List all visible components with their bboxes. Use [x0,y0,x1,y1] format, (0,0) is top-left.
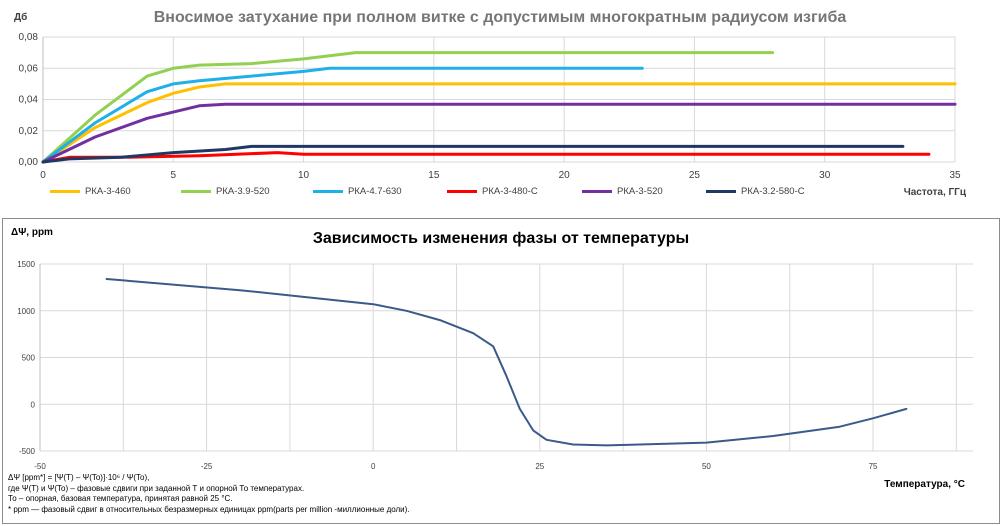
legend-swatch [181,190,211,193]
legend-item: РКА-3-460 [50,186,131,197]
chart-attenuation-ylabel: Дб [14,12,28,23]
y-tick-label: 1500 [17,260,35,269]
x-tick-label: -25 [201,462,213,471]
y-tick-label: 0,04 [19,95,39,106]
x-tick-label: 0 [371,462,376,471]
formula-notes: ΔΨ [ppm*] = [Ψ(T) – Ψ(To)]·10⁶ / Ψ(To), … [8,473,410,515]
y-tick-label: 0,00 [19,157,39,168]
y-tick-label: -500 [19,447,36,456]
note-line: * ppm — фазовый сдвиг в относительных бе… [8,504,410,514]
series-line [41,151,931,164]
legend-item: РКА-3-480-С [447,186,538,197]
legend-label: РКА-4.7-630 [348,186,402,197]
legend-item: РКА-3.2-580-С [706,186,805,197]
x-tick-label: 10 [298,170,310,181]
x-tick-label: 35 [949,170,961,181]
x-tick-label: 75 [869,462,878,471]
x-tick-label: 20 [559,170,571,181]
legend-item: РКА-3-520 [582,186,663,197]
legend-label: РКА-3.2-580-С [741,186,805,197]
x-tick-label: 0 [40,170,46,181]
x-tick-label: 50 [702,462,711,471]
series-line [41,66,644,164]
legend-label: РКА-3-480-С [482,186,538,197]
chart-phase-title: Зависимость изменения фазы от температур… [312,230,690,247]
y-tick-label: 1000 [17,307,35,316]
legend-label: РКА-3.9-520 [216,186,270,197]
chart-attenuation-xlabel: Частота, ГГц [903,187,966,198]
x-tick-label: 25 [689,170,701,181]
series-line [41,82,957,164]
chart-attenuation-title: Вносимое затухание при полном витке с до… [153,9,847,26]
legend-item: РКА-3.9-520 [181,186,270,197]
chart-phase-panel: Зависимость изменения фазы от температур… [2,218,1000,524]
y-tick-label: 0 [31,400,36,409]
chart-phase-ylabel: ΔΨ, ppm [11,227,53,238]
chart-phase-plot: -50 -25 0 25 50 75 1500 1000 500 0 -500 [17,260,973,471]
chart-phase-xlabel: Температура, °С [884,479,965,490]
x-tick-label: -50 [34,462,46,471]
note-line: То – опорная, базовая температура, приня… [8,494,233,503]
legend-swatch [313,190,343,193]
series-line [41,144,905,164]
y-tick-label: 500 [22,354,36,363]
legend-swatch [50,190,80,193]
x-tick-label: 25 [535,462,544,471]
series-line [41,102,957,164]
legend-swatch [582,190,612,193]
chart-attenuation-legend: РКА-3-460 РКА-3.9-520 РКА-4.7-630 РКА-3-480… [0,186,1000,206]
series-line [105,278,908,447]
note-line: где Ψ(T) и Ψ(To) – фазовые сдвиги при за… [8,483,305,493]
legend-label: РКА-3-520 [617,186,663,197]
chart-attenuation-panel: Вносимое затухание при полном витке с до… [0,0,1000,214]
legend-label: РКА-3-460 [85,186,131,197]
chart-attenuation-plot: 0 5 10 15 20 25 30 35 0,00 0,02 0,04 0,06 0,08 [19,32,961,181]
series-line [41,51,775,164]
legend-swatch [706,190,736,193]
y-tick-label: 0,02 [19,126,39,137]
legend-item: РКА-4.7-630 [313,186,402,197]
y-tick-label: 0,06 [19,63,39,74]
note-line: ΔΨ [ppm*] = [Ψ(T) – Ψ(To)]·10⁶ / Ψ(To), [8,473,150,482]
x-tick-label: 15 [428,170,440,181]
x-tick-label: 30 [819,170,831,181]
legend-swatch [447,190,477,193]
y-tick-label: 0,08 [19,32,39,43]
x-tick-label: 5 [171,170,177,181]
